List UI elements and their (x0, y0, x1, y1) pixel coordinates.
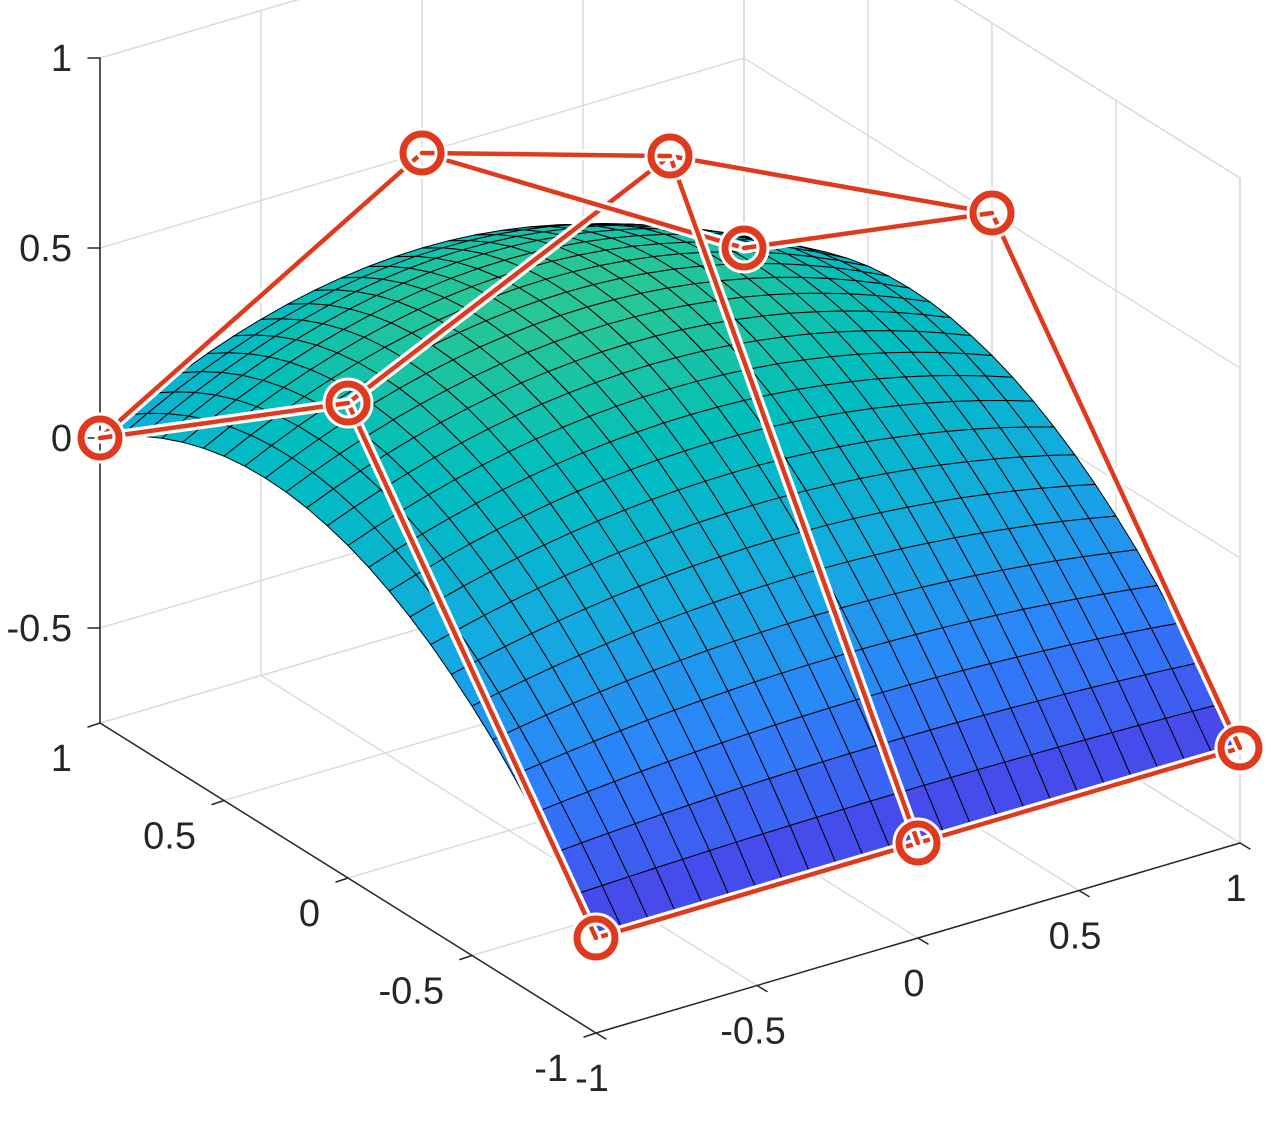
z-tick-label: 1 (51, 38, 72, 80)
control-point-marker (895, 820, 941, 866)
control-net-segment (667, 153, 921, 846)
control-point-marker (969, 190, 1015, 236)
bezier-surface (99, 223, 1241, 939)
grid-line (99, 0, 300, 59)
y-tick-label: 0 (299, 893, 320, 935)
x-tick (917, 937, 929, 945)
control-point-marker (721, 225, 767, 271)
x-tick (1239, 842, 1251, 850)
grid-line (953, 0, 1241, 179)
control-point-marker (573, 915, 619, 961)
control-point-marker (77, 415, 123, 461)
y-tick-label: 0.5 (143, 816, 196, 858)
control-net (74, 127, 1266, 964)
control-net-segment (989, 210, 1243, 751)
z-tick-label: 0 (51, 418, 72, 460)
control-net-segment (593, 840, 921, 941)
control-net-segment (915, 745, 1243, 846)
x-tick (756, 984, 768, 993)
control-net-segment (419, 150, 673, 159)
control-net-segment (345, 400, 599, 941)
x-tick-label: -0.5 (720, 1011, 785, 1053)
control-net-segment (419, 150, 747, 251)
control-point-marker (1217, 725, 1263, 771)
x-tick-label: 0 (903, 963, 924, 1005)
control-point-marker (647, 133, 693, 179)
x-tick (1078, 889, 1090, 898)
control-net-segment (345, 153, 673, 406)
y-tick (211, 799, 225, 806)
y-tick-label: -1 (534, 1048, 568, 1090)
y-tick (335, 877, 349, 883)
control-net-segment (667, 153, 995, 216)
axes (87, 57, 1251, 1040)
x-tick-label: 1 (1225, 868, 1246, 910)
tick-labels: -1 -0.5 0 0.5 1 -1 -0.5 0 0.5 1 -0.5 0 0.5 1 (7, 38, 1247, 1100)
z-tick-label: -0.5 (7, 608, 72, 650)
x-tick-label: -1 (575, 1058, 609, 1100)
control-net-segment (97, 150, 425, 441)
control-net-segment (97, 400, 351, 441)
control-point-marker (325, 380, 371, 426)
y-tick-label: -0.5 (379, 971, 444, 1013)
control-point-marker (399, 130, 445, 176)
x-tick-label: 0.5 (1049, 916, 1102, 958)
z-tick-label: 0.5 (19, 228, 72, 270)
y-tick-label: 1 (51, 738, 72, 780)
y-tick (87, 722, 101, 728)
control-net-segment (741, 210, 995, 251)
y-tick (459, 954, 473, 961)
x-tick (595, 1032, 607, 1040)
y-tick (583, 1032, 597, 1038)
